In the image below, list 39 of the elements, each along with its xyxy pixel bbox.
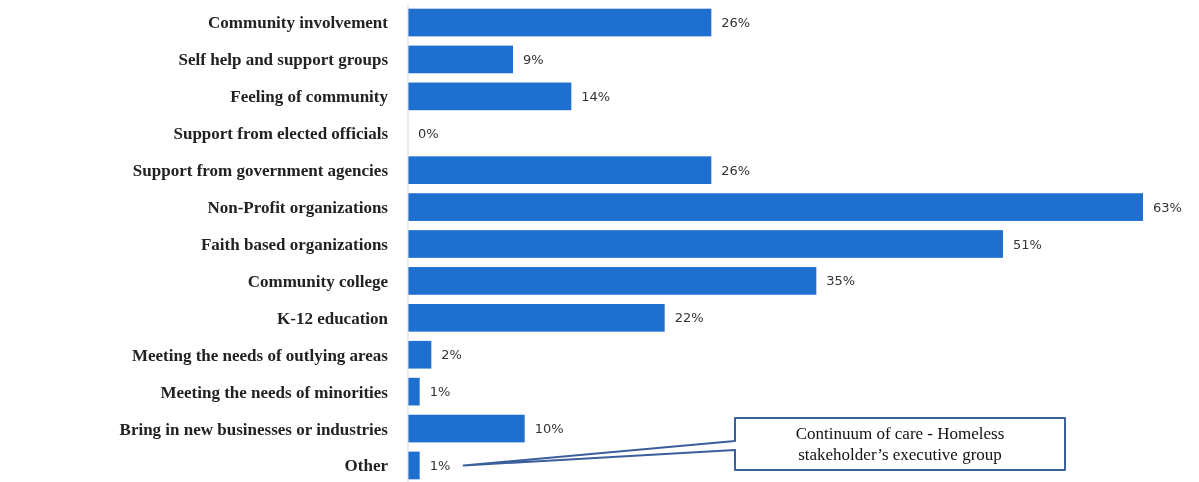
bar (408, 230, 1003, 258)
annotation: Continuum of care - Homeless stakeholder’s executive group (795, 424, 1005, 465)
data-label: 0% (418, 125, 439, 141)
y-tick-label: Non-Profit organizations (207, 198, 389, 218)
y-tick-label: Bring in new businesses or industries (119, 419, 389, 439)
data-label: 14% (581, 88, 611, 104)
data-label: 1% (429, 384, 451, 400)
y-tick-label: K-12 education (277, 308, 389, 328)
bar (408, 377, 420, 406)
bar (408, 45, 513, 74)
bar (408, 82, 572, 111)
y-tick-label: Faith based organizations (200, 234, 389, 254)
bar (408, 156, 712, 185)
bar (408, 414, 525, 443)
bar (408, 303, 665, 332)
data-label: 2% (441, 347, 462, 363)
y-tick-label: Meeting the needs of minorities (160, 382, 389, 402)
data-label: 22% (674, 310, 704, 326)
data-label: 26% (721, 162, 751, 178)
y-tick-label: Community involvement (208, 13, 389, 33)
data-label: 63% (1153, 199, 1182, 215)
data-label: 10% (534, 421, 564, 437)
data-label: 26% (721, 15, 751, 31)
y-tick-label: Self help and support groups (178, 50, 389, 70)
bar (408, 193, 1143, 221)
bar (408, 451, 420, 480)
bar (408, 8, 712, 37)
data-label: 35% (826, 273, 856, 289)
y-tick-label: Support from government agencies (132, 161, 389, 181)
y-tick-label: Other (344, 456, 389, 476)
data-label: 9% (523, 51, 544, 67)
y-tick-label: Community college (247, 271, 389, 291)
bar (408, 267, 817, 295)
bar (408, 340, 432, 369)
y-tick-label: Support from elected officials (173, 124, 389, 144)
y-tick-label: Meeting the needs of outlying areas (131, 345, 389, 365)
y-tick-label: Feeling of community (230, 87, 389, 107)
data-label: 51% (1013, 236, 1042, 252)
data-label: 1% (429, 458, 451, 474)
